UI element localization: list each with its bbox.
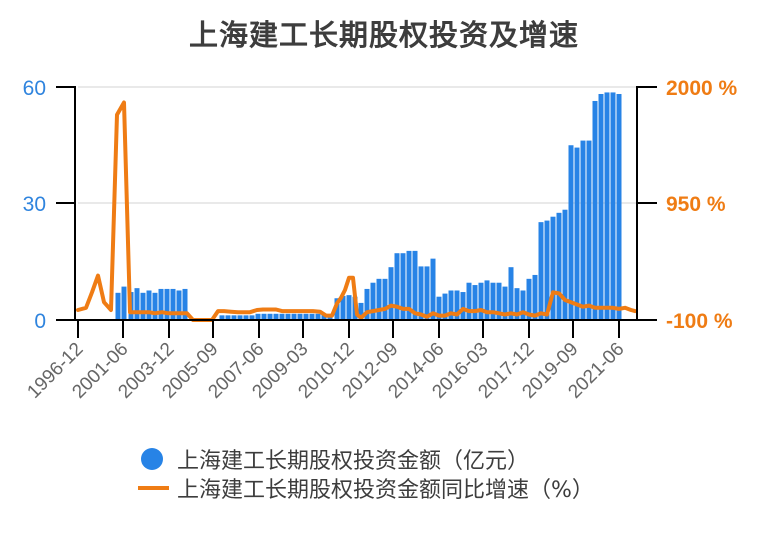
growth-line-series — [76, 100, 637, 322]
bar — [526, 278, 532, 320]
bar — [358, 302, 364, 320]
left-tick-0: 0 — [34, 310, 46, 333]
bar — [315, 313, 321, 320]
bar — [520, 290, 526, 320]
bar — [442, 293, 448, 320]
legend-label-growth: 上海建工长期股权投资金额同比增速（%） — [177, 477, 594, 503]
right-tick-2000: 2000 % — [666, 77, 738, 100]
bar — [544, 220, 550, 320]
bar — [580, 140, 586, 320]
bar — [225, 315, 231, 320]
chart-title: 上海建工长期股权投资及增速 — [188, 18, 579, 52]
bar — [568, 145, 574, 320]
bar — [388, 267, 394, 320]
bar — [394, 253, 400, 320]
chart-plot: 60 30 0 2000 % 950 % -100 % 1996-122001-… — [23, 77, 738, 403]
bar — [538, 222, 544, 320]
bar — [340, 295, 346, 320]
bar — [496, 282, 502, 320]
bar — [370, 282, 376, 320]
bar — [418, 266, 424, 320]
bar — [291, 313, 297, 320]
bar — [170, 288, 176, 320]
bar-series — [115, 92, 622, 321]
bar — [297, 313, 303, 320]
bar — [321, 314, 327, 320]
bar — [261, 313, 267, 320]
bar — [610, 92, 616, 320]
bar — [182, 288, 188, 320]
bar — [574, 147, 580, 320]
bar — [592, 100, 598, 320]
bar — [364, 288, 370, 320]
bar — [562, 209, 568, 320]
bar — [430, 258, 436, 320]
bar — [279, 313, 285, 320]
bar — [346, 295, 352, 320]
bar — [376, 278, 382, 320]
bar — [303, 313, 309, 320]
bar — [121, 286, 127, 320]
bar — [598, 93, 604, 321]
bar — [309, 313, 315, 320]
bar — [285, 313, 291, 320]
bar — [460, 292, 466, 320]
bar — [454, 290, 460, 320]
bar — [406, 250, 412, 320]
bar — [231, 315, 237, 320]
bar — [490, 282, 496, 320]
bar — [115, 292, 121, 320]
bar — [478, 282, 484, 320]
bar — [616, 93, 622, 321]
bar — [164, 288, 170, 320]
bar — [134, 288, 140, 320]
bar — [466, 282, 472, 320]
legend-item-amount[interactable]: 上海建工长期股权投资金额（亿元） — [138, 444, 594, 474]
bar — [484, 280, 490, 320]
right-tick-950: 950 % — [666, 193, 726, 216]
legend-line-icon — [138, 485, 169, 490]
bar — [382, 278, 388, 320]
bar — [586, 140, 592, 320]
bar — [152, 292, 158, 320]
bar — [556, 212, 562, 320]
right-tick-neg100: -100 % — [666, 310, 733, 333]
bar — [508, 267, 514, 320]
bar — [219, 315, 225, 320]
bar — [273, 313, 279, 320]
bar — [472, 285, 478, 320]
bar — [237, 315, 243, 320]
x-tick-labels: 1996-122001-062003-122005-092007-062009-… — [23, 339, 628, 403]
bar — [334, 298, 340, 320]
bar — [532, 274, 538, 320]
bar — [436, 296, 442, 320]
bar — [412, 250, 418, 320]
bar — [424, 266, 430, 320]
bar — [604, 92, 610, 320]
bar — [243, 315, 249, 320]
bar — [158, 288, 164, 320]
bar — [249, 315, 255, 320]
bar — [550, 216, 556, 320]
left-tick-30: 30 — [23, 193, 46, 216]
bar — [140, 292, 146, 320]
bar — [514, 288, 520, 320]
bar — [448, 290, 454, 320]
bar — [267, 313, 273, 320]
bar — [502, 286, 508, 320]
legend-circle-icon — [141, 447, 163, 470]
legend-item-growth[interactable]: 上海建工长期股权投资金额同比增速（%） — [138, 473, 594, 503]
bar — [255, 313, 261, 320]
left-tick-60: 60 — [23, 77, 46, 100]
bar — [176, 290, 182, 320]
bar — [400, 253, 406, 320]
legend: 上海建工长期股权投资金额（亿元） 上海建工长期股权投资金额同比增速（%） — [138, 444, 594, 503]
legend-label-amount: 上海建工长期股权投资金额（亿元） — [177, 448, 530, 474]
bar — [146, 290, 152, 320]
